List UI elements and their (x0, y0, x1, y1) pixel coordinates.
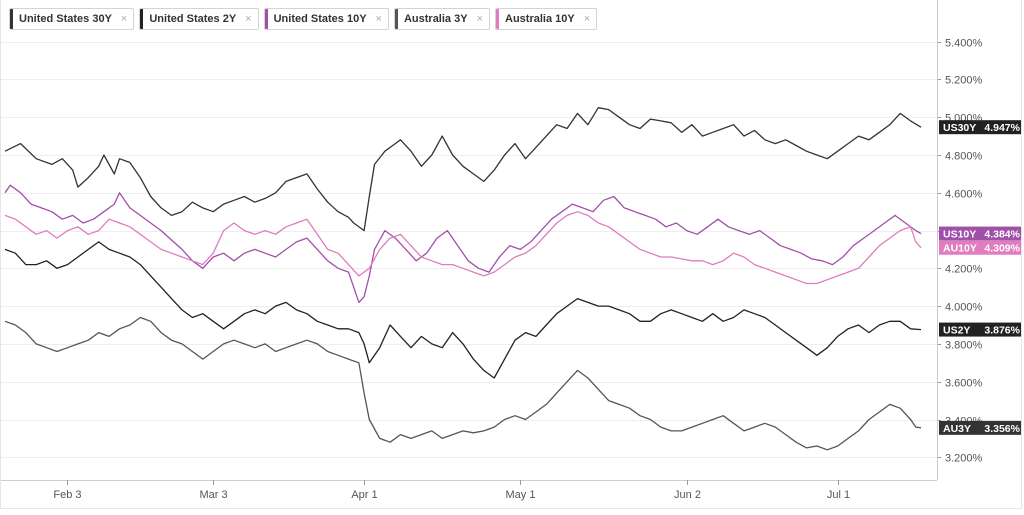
legend-chip[interactable]: Australia 10Y × (495, 8, 598, 30)
x-tick-label: Jul 1 (827, 489, 850, 501)
legend-label: Australia 3Y (403, 13, 468, 25)
last-value-tag: US30Y 4.947% (939, 120, 1021, 135)
series-line (4, 184, 922, 304)
x-tick-label: Apr 1 (351, 489, 377, 501)
x-tick-label: Feb 3 (53, 489, 81, 501)
y-tick-label: 3.600% (945, 378, 983, 390)
legend-label: Australia 10Y (505, 13, 575, 25)
close-icon[interactable]: × (375, 13, 382, 25)
legend-label: United States 10Y (273, 13, 367, 25)
y-tick-label: 3.200% (945, 453, 983, 465)
legend-swatch (10, 9, 13, 29)
x-tick-label: Mar 3 (199, 489, 227, 501)
legend-label: United States 2Y (149, 13, 237, 25)
series-line (4, 107, 922, 232)
last-value-tag-bg (939, 226, 1021, 241)
series-line (4, 316, 922, 451)
close-icon[interactable]: × (120, 13, 128, 25)
last-value-tag-bg (939, 420, 1021, 435)
legend-swatch (264, 9, 268, 29)
legend-chip[interactable]: United States 30Y × (9, 8, 135, 30)
last-value-tag-name: US2Y (943, 325, 970, 337)
close-icon[interactable]: × (476, 13, 483, 25)
last-value-tag-name: AU3Y (943, 423, 971, 435)
y-tick-label: 5.400% (945, 38, 983, 50)
last-value-tag-bg (939, 322, 1021, 337)
last-value-tag-name: US10Y (943, 229, 976, 241)
x-tick-label: May 1 (506, 489, 536, 501)
last-value-tag-value: 4.309% (984, 243, 1020, 255)
legend-chip[interactable]: United States 10Y × (263, 8, 389, 30)
last-value-tag-bg (939, 240, 1021, 255)
legend-label: United States 30Y (19, 13, 112, 25)
legend-swatch (140, 9, 144, 29)
last-value-tag-value: 3.876% (984, 325, 1020, 337)
x-tick-label: Jun 2 (674, 489, 701, 501)
y-tick-label: 3.800% (945, 340, 983, 352)
last-value-tag-name: US30Y (943, 122, 976, 134)
last-value-tag-name: AU10Y (943, 243, 977, 255)
close-icon[interactable]: × (245, 13, 252, 25)
last-value-tag-value: 4.947% (984, 122, 1020, 134)
last-value-tag-value: 4.384% (984, 229, 1020, 241)
last-value-tag: US10Y 4.384% (939, 226, 1021, 241)
last-value-tag: AU10Y 4.309% (939, 240, 1021, 255)
y-tick-label: 4.800% (945, 151, 983, 163)
y-tick-label: 4.600% (945, 189, 983, 201)
y-tick-label: 4.200% (945, 264, 983, 276)
last-value-tag: AU3Y 3.356% (939, 420, 1021, 435)
series-line (4, 211, 922, 285)
series-line (4, 241, 922, 379)
legend: United States 30Y × United States 2Y × Unite… (9, 8, 598, 30)
legend-swatch (394, 9, 398, 29)
close-icon[interactable]: × (583, 13, 591, 25)
last-value-tag-value: 3.356% (984, 423, 1020, 435)
y-tick-label: 5.200% (945, 75, 983, 87)
legend-chip[interactable]: Australia 3Y × (393, 8, 490, 30)
legend-chip[interactable]: United States 2Y × (139, 8, 259, 30)
legend-swatch (496, 9, 499, 29)
last-value-tag: US2Y 3.876% (939, 322, 1021, 337)
y-tick-label: 4.000% (945, 302, 983, 314)
last-value-tag-bg (939, 120, 1021, 135)
